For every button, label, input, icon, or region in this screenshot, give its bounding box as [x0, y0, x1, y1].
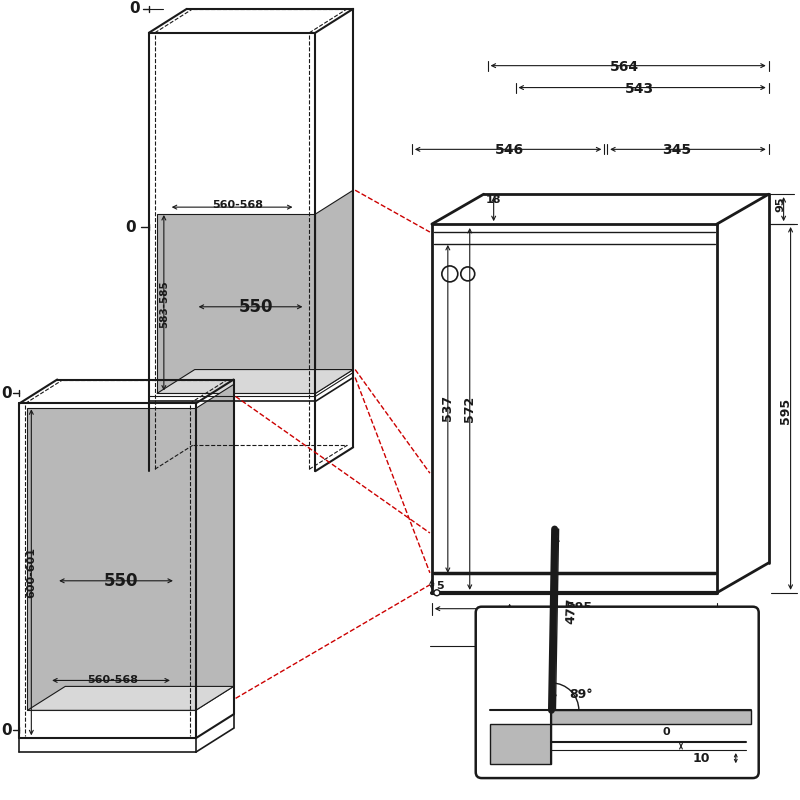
Text: 595: 595 — [566, 601, 593, 614]
Polygon shape — [157, 214, 315, 394]
Text: 595: 595 — [779, 398, 792, 425]
Text: 564: 564 — [610, 60, 638, 74]
Polygon shape — [490, 710, 750, 764]
Text: 572: 572 — [463, 395, 476, 422]
Text: 18: 18 — [486, 195, 502, 205]
Circle shape — [461, 267, 474, 281]
FancyBboxPatch shape — [476, 606, 758, 778]
Text: 550: 550 — [238, 298, 273, 316]
Text: 600-601: 600-601 — [26, 547, 36, 598]
Text: 345: 345 — [662, 143, 691, 158]
Polygon shape — [27, 409, 196, 710]
Text: 10: 10 — [692, 752, 710, 765]
Text: 0: 0 — [126, 219, 136, 234]
Text: 543: 543 — [625, 82, 654, 95]
Text: 0: 0 — [1, 386, 12, 401]
Polygon shape — [196, 385, 234, 710]
Text: 0: 0 — [130, 2, 140, 16]
Text: 560-568: 560-568 — [212, 200, 263, 210]
Text: 89°: 89° — [570, 688, 593, 701]
Circle shape — [442, 266, 458, 282]
Polygon shape — [27, 686, 234, 710]
Text: 0: 0 — [1, 722, 12, 738]
Text: 537: 537 — [442, 395, 454, 422]
Polygon shape — [157, 370, 353, 394]
Text: 550: 550 — [104, 572, 138, 590]
Text: 20: 20 — [501, 619, 518, 632]
Polygon shape — [315, 190, 353, 394]
Circle shape — [434, 590, 440, 596]
Text: 0: 0 — [662, 727, 670, 738]
Text: 546: 546 — [495, 143, 524, 158]
Text: 5: 5 — [436, 581, 444, 590]
Text: 95: 95 — [776, 197, 786, 212]
Text: 560-568: 560-568 — [87, 675, 138, 686]
Text: 477: 477 — [564, 598, 578, 624]
Text: 583-585: 583-585 — [159, 280, 169, 328]
